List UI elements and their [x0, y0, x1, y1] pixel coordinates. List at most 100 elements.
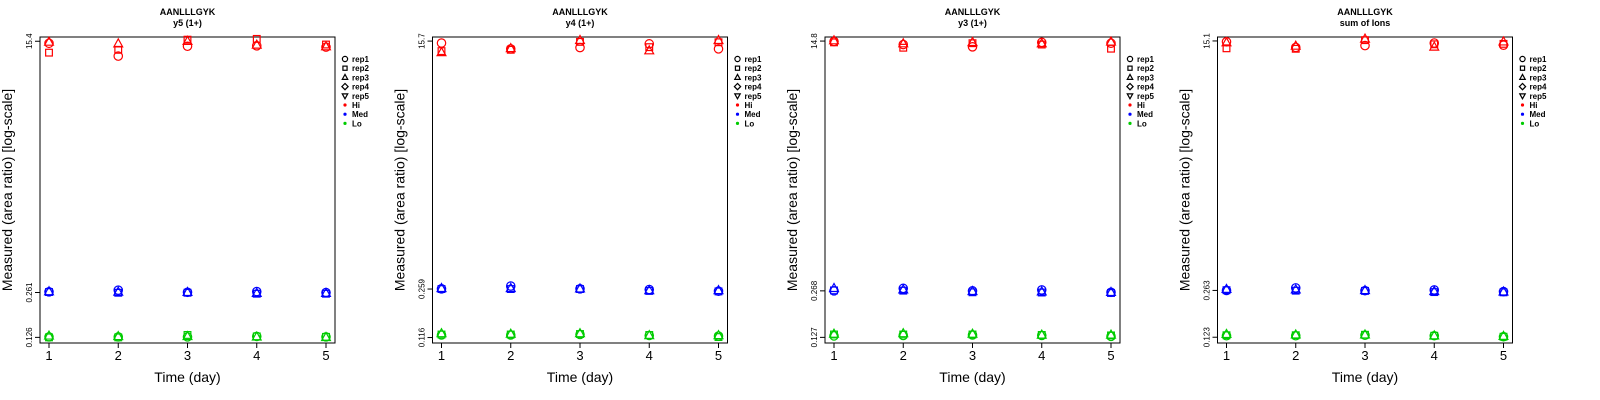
x-axis-label: Time (day): [1332, 369, 1398, 385]
legend-label: rep1: [1530, 55, 1547, 64]
data-point-hi: [505, 42, 517, 53]
data-point-lo: [967, 327, 978, 338]
data-point-med: [320, 287, 332, 297]
data-point-hi: [44, 38, 54, 49]
data-point-lo: [828, 327, 840, 338]
legend-symbol: [343, 121, 347, 125]
data-point-med: [1290, 283, 1302, 294]
data-point-med: [574, 282, 586, 293]
chart-subtitle: sum of Ions: [1340, 18, 1391, 28]
legend-label: Lo: [1137, 119, 1147, 128]
legend-label: Lo: [1530, 119, 1540, 128]
data-point-med: [505, 282, 517, 293]
chart-title: AANLLLGYK: [160, 7, 216, 17]
legend-symbol: [1128, 121, 1132, 125]
data-point-lo: [251, 330, 263, 341]
data-point-hi: [713, 44, 724, 54]
data-point-hi: [899, 43, 908, 52]
y-tick-label: 0.261: [25, 282, 34, 303]
x-tick-label: 2: [1292, 348, 1299, 363]
data-point-hi: [1222, 44, 1231, 53]
data-point-hi: [1036, 37, 1048, 48]
data-point-hi: [113, 51, 124, 61]
chart-title: AANLLLGYK: [945, 7, 1001, 17]
x-tick-label: 5: [322, 348, 329, 363]
y-tick-label: 15.4: [25, 33, 34, 49]
data-point-hi: [967, 41, 978, 52]
legend-label: Med: [1137, 110, 1153, 119]
y-tick-label: 0.123: [1203, 327, 1212, 348]
legend-symbol: [1126, 93, 1134, 101]
x-tick-label: 2: [900, 348, 907, 363]
legend-symbol: [341, 82, 349, 91]
data-point-hi: [1428, 40, 1440, 51]
x-tick-label: 1: [830, 348, 837, 363]
data-point-hi: [1106, 38, 1116, 49]
legend-label: rep5: [1530, 92, 1547, 101]
y-tick-label: 0.126: [25, 327, 34, 348]
legend-symbol: [1519, 65, 1526, 71]
data-point-med: [505, 281, 516, 291]
data-point-med: [1428, 285, 1440, 296]
data-point-med: [1359, 284, 1371, 295]
plot-frame: [824, 36, 1121, 344]
data-point-lo: [1105, 328, 1117, 339]
data-point-hi: [251, 41, 262, 51]
y-axis-label: Measured (area ratio) [log-scale]: [392, 89, 408, 291]
legend-symbol: [341, 55, 349, 63]
data-point-med: [828, 282, 840, 293]
legend-label: Hi: [352, 101, 360, 110]
x-tick-label: 3: [184, 348, 191, 363]
y-tick-label: 15.7: [418, 33, 427, 49]
legend-symbol: [735, 103, 740, 107]
legend-symbol: [341, 93, 349, 101]
data-point-hi: [1290, 39, 1302, 50]
data-point-hi: [897, 37, 909, 48]
data-point-hi: [45, 48, 53, 57]
legend-symbol: [343, 103, 347, 107]
legend-label: rep1: [745, 55, 762, 64]
legend-label: rep4: [1530, 83, 1547, 92]
legend-label: rep3: [352, 73, 369, 82]
data-point-hi: [713, 34, 724, 45]
legend-label: Med: [745, 110, 761, 119]
legend-label: Med: [1530, 110, 1546, 119]
y-axis-label: Measured (area ratio) [log-scale]: [784, 89, 800, 291]
data-point-hi: [1360, 40, 1370, 51]
plot-frame: [1217, 36, 1513, 344]
data-point-hi: [645, 43, 654, 52]
x-axis-label: Time (day): [154, 369, 220, 385]
data-point-med: [897, 283, 909, 294]
y-tick-label: 14.8: [810, 33, 819, 49]
x-tick-label: 4: [1431, 348, 1438, 363]
legend-symbol: [1518, 93, 1527, 101]
legend-label: Med: [352, 110, 368, 119]
x-tick-label: 1: [45, 348, 52, 363]
legend-label: Hi: [1137, 101, 1145, 110]
legend-label: rep2: [1530, 64, 1547, 73]
legend-symbol: [733, 73, 742, 80]
data-point-lo: [320, 331, 332, 342]
data-point-hi: [112, 37, 124, 48]
legend-label: rep4: [352, 83, 369, 92]
legend-symbol: [1128, 112, 1132, 116]
y-tick-label: 15.1: [1203, 33, 1212, 49]
data-point-med: [251, 287, 263, 297]
x-tick-label: 5: [1500, 348, 1507, 363]
data-point-med: [643, 284, 655, 295]
data-point-med: [112, 285, 124, 296]
legend-symbol: [1126, 73, 1134, 80]
legend-label: Lo: [352, 119, 362, 128]
data-point-med: [43, 285, 55, 296]
legend-symbol: [735, 121, 740, 125]
data-point-hi: [828, 34, 840, 45]
data-point-lo: [1359, 328, 1371, 339]
y-tick-label: 0.259: [418, 278, 427, 299]
data-point-lo: [574, 327, 586, 338]
legend-symbol: [733, 93, 742, 101]
chart-title: AANLLLGYK: [552, 7, 608, 17]
data-point-hi: [898, 39, 909, 50]
